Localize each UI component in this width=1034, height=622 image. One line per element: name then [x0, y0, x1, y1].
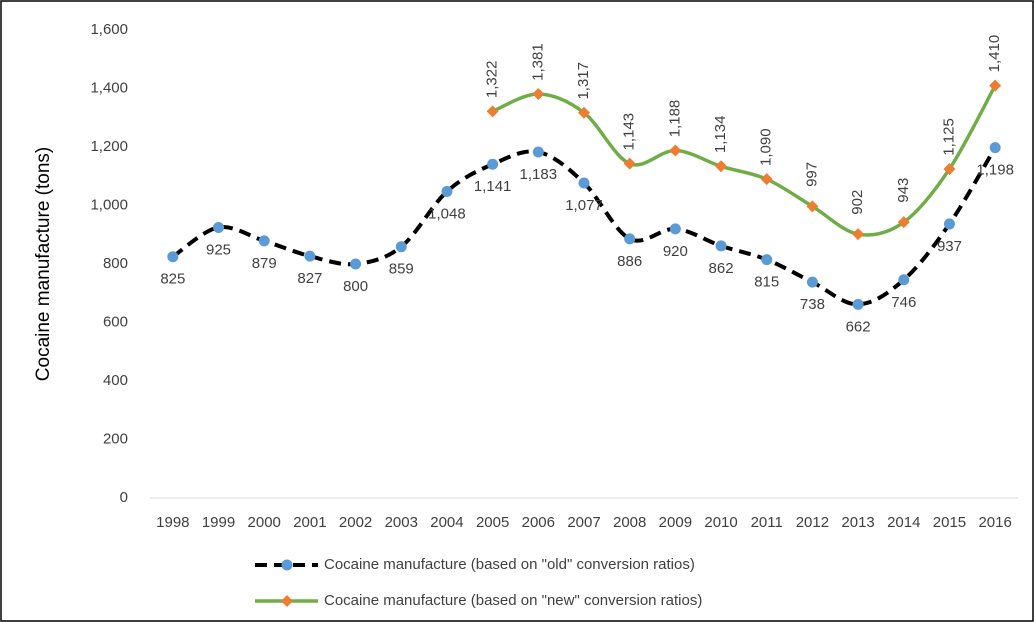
- y-tick-label: 1,400: [90, 79, 128, 96]
- marker: [715, 240, 727, 252]
- y-tick-label: 200: [103, 430, 128, 447]
- data-label: 943: [895, 178, 912, 203]
- x-tick-label: 2014: [887, 514, 920, 531]
- data-label: 1,188: [666, 100, 683, 138]
- marker: [578, 106, 590, 119]
- marker: [669, 223, 681, 235]
- x-tick-label: 2008: [613, 514, 646, 531]
- marker: [806, 200, 819, 213]
- data-label: 862: [709, 260, 734, 277]
- data-label: 920: [663, 243, 688, 260]
- data-label: 662: [846, 318, 871, 335]
- x-tick-label: 1999: [202, 514, 235, 531]
- y-tick-label: 600: [103, 313, 128, 330]
- data-label: 1,134: [712, 116, 729, 154]
- y-tick-label: 1,200: [90, 138, 128, 155]
- marker: [487, 158, 499, 170]
- marker: [395, 241, 407, 253]
- data-label: 827: [297, 270, 322, 287]
- data-label: 1,198: [976, 162, 1014, 179]
- x-tick-label: 2009: [659, 514, 692, 531]
- data-label: 815: [754, 274, 779, 291]
- data-label: 1,410: [986, 35, 1003, 73]
- x-tick-label: 2010: [704, 514, 737, 531]
- data-label: 1,143: [621, 113, 638, 151]
- legend-marker: [281, 559, 293, 571]
- data-label: 937: [937, 238, 962, 255]
- legend-label: Cocaine manufacture (based on "old" conv…: [324, 556, 695, 573]
- data-label: 738: [800, 296, 825, 313]
- marker: [943, 162, 956, 175]
- data-label: 859: [389, 261, 414, 278]
- data-label: 1,183: [520, 166, 558, 183]
- data-label: 879: [252, 255, 277, 272]
- marker: [761, 254, 773, 266]
- data-label: 1,077: [565, 197, 603, 214]
- legend-label: Cocaine manufacture (based on "new" conv…: [324, 592, 702, 609]
- marker: [441, 185, 453, 197]
- y-axis-title: Cocaine manufacture (tons): [33, 147, 54, 381]
- data-label: 1,317: [575, 62, 592, 100]
- marker: [760, 173, 773, 186]
- marker: [852, 228, 865, 241]
- marker: [623, 157, 636, 170]
- marker: [897, 216, 910, 229]
- data-label: 1,322: [484, 61, 501, 99]
- marker: [532, 88, 545, 101]
- data-label: 902: [849, 190, 866, 215]
- data-label: 825: [160, 271, 185, 288]
- x-tick-label: 2013: [841, 514, 874, 531]
- x-tick-label: 2007: [567, 514, 600, 531]
- x-tick-label: 1998: [156, 514, 189, 531]
- data-label: 886: [617, 253, 642, 270]
- marker: [806, 276, 818, 288]
- y-tick-label: 400: [103, 372, 128, 389]
- marker: [213, 221, 225, 233]
- x-tick-label: 2011: [751, 514, 783, 531]
- data-label: 997: [803, 162, 820, 187]
- x-tick-label: 2004: [430, 514, 463, 531]
- data-label: 1,048: [428, 205, 466, 222]
- data-label: 1,141: [474, 178, 512, 195]
- data-label: 1,125: [940, 118, 957, 156]
- marker: [167, 251, 179, 263]
- data-label: 1,090: [758, 128, 775, 166]
- marker: [669, 144, 682, 157]
- marker: [989, 142, 1001, 154]
- y-tick-label: 1,000: [90, 196, 128, 213]
- marker: [350, 258, 362, 270]
- x-tick-label: 2006: [522, 514, 555, 531]
- marker: [258, 235, 270, 247]
- marker: [989, 79, 1002, 92]
- data-label: 925: [206, 241, 231, 258]
- marker: [532, 146, 544, 158]
- marker: [852, 298, 864, 310]
- x-tick-label: 2005: [476, 514, 509, 531]
- x-tick-label: 2002: [339, 514, 372, 531]
- data-label: 1,381: [529, 43, 546, 81]
- x-tick-label: 2000: [248, 514, 281, 531]
- x-tick-label: 2003: [385, 514, 418, 531]
- y-tick-label: 1,600: [90, 21, 128, 38]
- x-tick-label: 2012: [796, 514, 829, 531]
- x-tick-label: 2001: [293, 514, 326, 531]
- data-label: 800: [343, 278, 368, 295]
- legend-marker: [281, 595, 293, 607]
- data-label: 746: [891, 294, 916, 311]
- marker: [943, 218, 955, 230]
- marker: [486, 105, 499, 118]
- x-tick-label: 2016: [978, 514, 1011, 531]
- marker: [624, 233, 636, 245]
- y-tick-label: 800: [103, 255, 128, 272]
- marker: [304, 250, 316, 262]
- marker: [898, 274, 910, 286]
- marker: [715, 160, 728, 173]
- y-tick-label: 0: [120, 489, 128, 506]
- x-tick-label: 2015: [933, 514, 966, 531]
- marker: [578, 177, 590, 189]
